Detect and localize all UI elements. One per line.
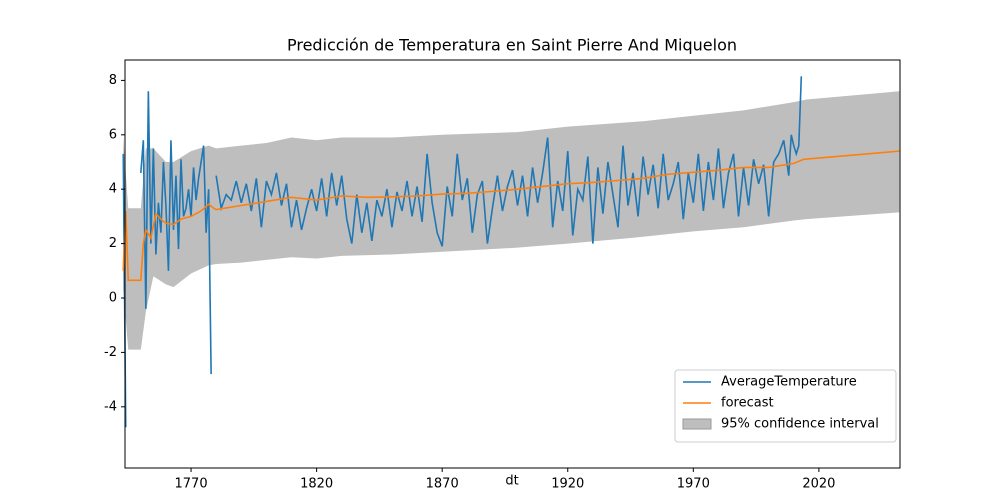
- legend-box: [674, 369, 897, 443]
- series-line: [140, 91, 212, 375]
- y-tick-label: 0: [109, 291, 117, 306]
- legend-label: forecast: [721, 396, 774, 411]
- x-tick-label: 1870: [426, 477, 459, 492]
- series-line: [122, 150, 900, 282]
- x-tick-label: 1770: [175, 477, 208, 492]
- chart-title: Predicción de Temperatura en Saint Pierr…: [287, 36, 737, 55]
- x-tick-label: 1820: [300, 477, 333, 492]
- x-axis-label: dt: [505, 474, 518, 489]
- legend-label: AverageTemperature: [721, 375, 857, 390]
- y-tick-label: -2: [104, 345, 117, 360]
- plot-frame: [124, 59, 901, 469]
- series-line: [215, 76, 803, 247]
- x-tick-label: 1920: [551, 477, 584, 492]
- y-tick-label: 4: [109, 182, 117, 197]
- x-tick-label: 1970: [677, 477, 710, 492]
- y-tick-label: 6: [109, 127, 117, 142]
- legend-label: 95% confidence interval: [721, 417, 879, 432]
- y-tick-label: 2: [109, 236, 117, 251]
- y-tick-label: -4: [104, 399, 117, 414]
- legend-swatch: [682, 418, 712, 430]
- y-tick-label: 8: [109, 73, 117, 88]
- confidence-band: [123, 91, 900, 350]
- x-tick-label: 2020: [802, 477, 835, 492]
